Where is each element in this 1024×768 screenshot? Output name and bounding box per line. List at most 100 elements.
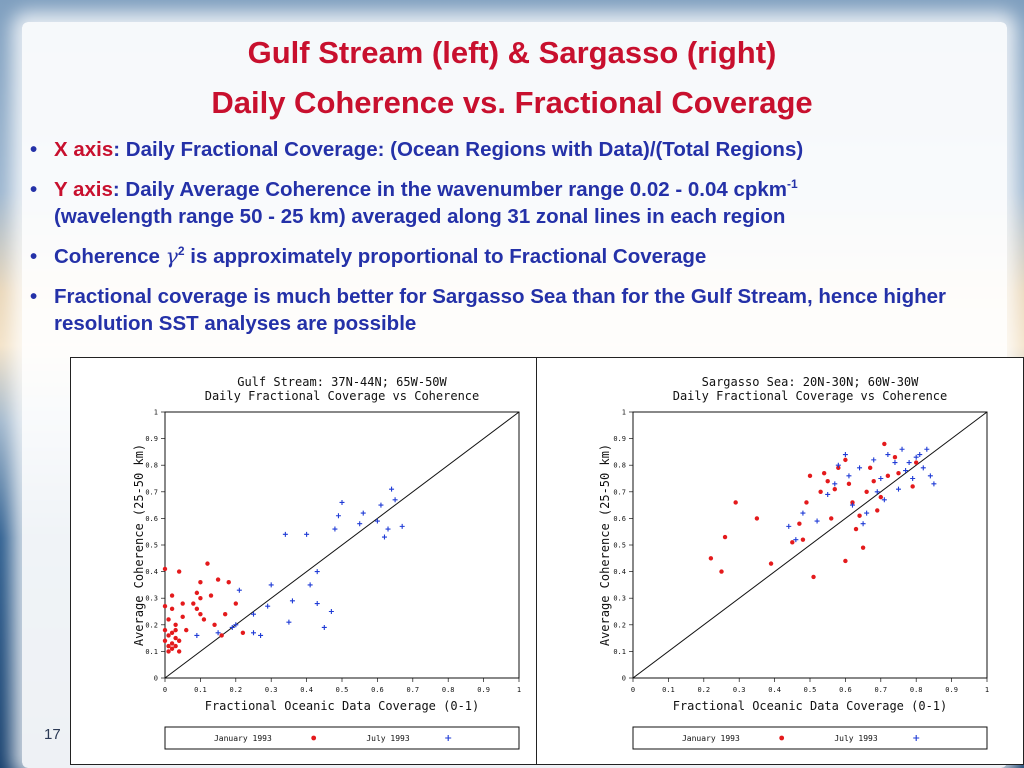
x-tick-label: 0.7 bbox=[874, 686, 887, 694]
july-1993-point bbox=[927, 473, 933, 479]
x-tick-label: 0.3 bbox=[733, 686, 746, 694]
january-1993-point bbox=[191, 601, 196, 606]
y-tick-label: 1 bbox=[622, 409, 626, 417]
july-1993-point bbox=[389, 486, 395, 492]
x-tick-label: 0.9 bbox=[477, 686, 490, 694]
july-1993-point bbox=[786, 523, 792, 529]
january-1993-point bbox=[804, 500, 809, 505]
legend-january-label: January 1993 bbox=[682, 734, 740, 743]
coherence-suffix: is approximately proportional to Fractio… bbox=[184, 245, 707, 268]
y-axis-label: Average Coherence (25-50 km) bbox=[598, 444, 612, 646]
july-1993-point bbox=[286, 619, 292, 625]
x-tick-label: 0.3 bbox=[265, 686, 278, 694]
july-1993-point bbox=[314, 569, 320, 575]
y-axis-description-line2: (wavelength range 50 - 25 km) averaged a… bbox=[54, 205, 786, 228]
july-1993-point bbox=[332, 526, 338, 532]
january-1993-point bbox=[198, 611, 203, 617]
july-1993-point bbox=[307, 582, 313, 588]
january-1993-point bbox=[162, 566, 168, 572]
y-tick-label: 0.4 bbox=[145, 568, 158, 576]
x-tick-label: 0.2 bbox=[697, 686, 710, 694]
july-1993-point bbox=[835, 462, 841, 468]
chart-title: Gulf Stream: 37N-44N; 65W-50W bbox=[237, 375, 447, 389]
july-1993-point bbox=[878, 476, 884, 481]
january-1993-point bbox=[867, 465, 873, 471]
x-tick-label: 0.6 bbox=[371, 686, 384, 694]
january-1993-point bbox=[850, 500, 855, 505]
july-1993-point bbox=[282, 531, 288, 537]
january-1993-point bbox=[169, 593, 175, 598]
july-1993-point bbox=[931, 481, 937, 487]
x-axis-description: : Daily Fractional Coverage: (Ocean Regi… bbox=[113, 138, 804, 161]
legend-july-plus bbox=[913, 735, 920, 741]
july-1993-point bbox=[857, 465, 863, 471]
january-1993-point bbox=[768, 561, 774, 566]
july-1993-point bbox=[265, 603, 271, 609]
x-tick-label: 0.7 bbox=[406, 686, 419, 694]
july-1993-point bbox=[871, 457, 877, 463]
january-1993-point bbox=[843, 558, 848, 564]
july-1993-point bbox=[251, 630, 256, 636]
bullet-coherence: • Coherence γ2 is approximately proporti… bbox=[30, 243, 1005, 270]
january-1993-point bbox=[201, 617, 207, 622]
bullet-list: • X axis: Daily Fractional Coverage: (Oc… bbox=[30, 136, 1005, 350]
y-tick-label: 0 bbox=[622, 675, 626, 683]
january-1993-point bbox=[722, 534, 728, 540]
chart-subtitle: Daily Fractional Coverage vs Coherence bbox=[673, 389, 948, 403]
y-tick-label: 0.8 bbox=[613, 462, 626, 470]
january-1993-point bbox=[198, 596, 203, 601]
january-1993-point bbox=[169, 646, 175, 651]
legend-box bbox=[164, 726, 520, 750]
july-1993-point bbox=[268, 582, 274, 588]
july-1993-point bbox=[251, 611, 256, 617]
january-1993-point bbox=[205, 561, 210, 566]
x-tick-label: 1 bbox=[517, 686, 521, 694]
january-1993-point bbox=[176, 638, 182, 643]
january-1993-point bbox=[875, 508, 880, 513]
january-1993-point bbox=[846, 481, 852, 487]
january-1993-point bbox=[885, 473, 891, 479]
january-1993-point bbox=[914, 460, 919, 465]
january-1993-point bbox=[836, 465, 841, 471]
x-tick-label: 0.9 bbox=[945, 686, 958, 694]
y-axis-label: Average Coherence (25-50 km) bbox=[132, 444, 146, 646]
legend-july-plus bbox=[445, 735, 452, 741]
january-1993-point bbox=[215, 577, 221, 582]
legend-january-dot bbox=[311, 735, 317, 741]
y-tick-label: 0.1 bbox=[145, 648, 158, 656]
july-1993-point bbox=[381, 534, 387, 540]
bullet-x-axis: • X axis: Daily Fractional Coverage: (Oc… bbox=[30, 136, 1005, 163]
july-1993-point bbox=[825, 491, 831, 497]
january-1993-point bbox=[800, 537, 806, 542]
january-1993-point bbox=[719, 569, 724, 574]
january-1993-point bbox=[240, 630, 246, 635]
january-1993-point bbox=[208, 593, 214, 598]
y-tick-label: 0.2 bbox=[613, 621, 626, 629]
y-tick-label: 0.3 bbox=[145, 595, 158, 603]
july-1993-point bbox=[906, 460, 912, 466]
x-tick-label: 0.6 bbox=[839, 686, 852, 694]
x-tick-label: 0.8 bbox=[442, 686, 455, 694]
january-1993-point bbox=[910, 484, 915, 489]
january-1993-point bbox=[169, 630, 175, 635]
fractional-coverage-text: Fractional coverage is much better for S… bbox=[54, 285, 946, 335]
y-tick-label: 0.5 bbox=[613, 542, 626, 550]
january-1993-point bbox=[226, 580, 231, 585]
bullet-dot: • bbox=[30, 138, 38, 161]
july-1993-point bbox=[229, 624, 235, 630]
y-tick-label: 0.9 bbox=[613, 435, 626, 443]
january-1993-point bbox=[169, 606, 175, 612]
january-1993-point bbox=[173, 635, 178, 641]
january-1993-point bbox=[892, 455, 898, 460]
y-tick-label: 0.6 bbox=[613, 515, 626, 523]
sargasso-chart-panel: Sargasso Sea: 20N-30N; 60W-30W Daily Frac… bbox=[536, 357, 1024, 765]
july-1993-point bbox=[814, 518, 820, 524]
january-1993-point bbox=[194, 606, 200, 612]
july-1993-point bbox=[864, 510, 870, 516]
july-1993-point bbox=[360, 510, 366, 516]
bullet-y-axis: • Y axis: Daily Average Coherence in the… bbox=[30, 176, 1005, 230]
january-1993-point bbox=[166, 643, 171, 649]
july-1993-point bbox=[842, 452, 848, 458]
july-1993-point bbox=[896, 486, 901, 492]
